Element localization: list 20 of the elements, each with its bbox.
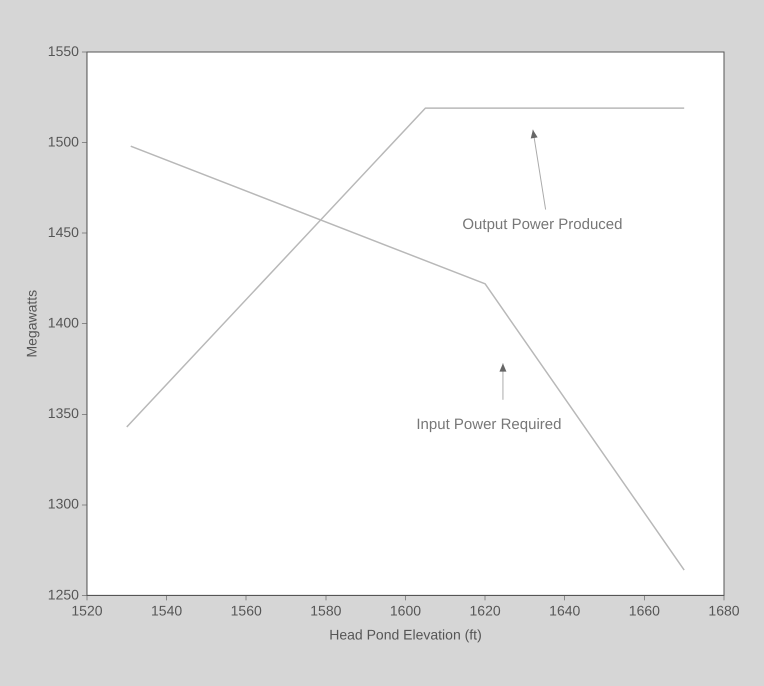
x-axis-title: Head Pond Elevation (ft)	[329, 626, 482, 642]
x-tick-label: 1620	[470, 602, 501, 619]
x-tick-label: 1640	[549, 602, 581, 619]
annotation: Output Power Produced	[462, 216, 622, 233]
x-tick-label: 1660	[628, 602, 660, 619]
y-axis-title: Megawatts	[23, 290, 40, 358]
x-tick-label: 1560	[230, 602, 262, 619]
annotation: Input Power Required	[416, 416, 562, 433]
x-tick-label: 1680	[708, 602, 740, 619]
y-tick-label: 1250	[48, 586, 80, 602]
x-tick-label: 1580	[310, 602, 342, 619]
y-tick-label: 1400	[48, 314, 80, 331]
x-tick-label: 1520	[71, 602, 103, 619]
x-tick-label: 1600	[390, 602, 422, 619]
y-tick-label: 1450	[48, 224, 80, 240]
x-tick-label: 1540	[151, 602, 182, 619]
y-tick-label: 1500	[48, 133, 80, 150]
y-tick-label: 1550	[48, 42, 80, 59]
y-tick-label: 1350	[48, 405, 80, 422]
y-tick-label: 1300	[48, 496, 80, 512]
